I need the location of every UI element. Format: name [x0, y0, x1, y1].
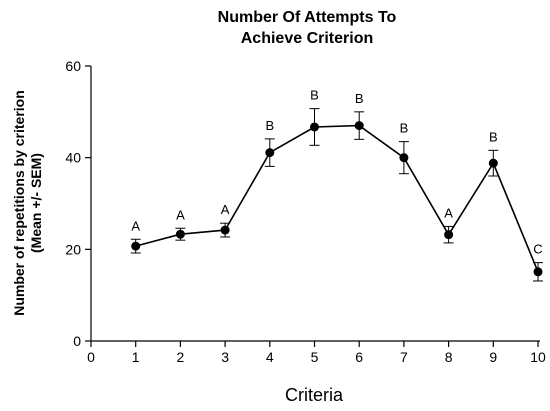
x-tick-label: 4: [266, 349, 274, 365]
x-ticks: 0 1 2 3 4 5 6 7 8 9 10: [87, 341, 546, 365]
data-point: [488, 158, 498, 168]
data-point: [175, 229, 185, 239]
series-line: [135, 124, 539, 273]
y-tick-label: 40: [65, 150, 81, 166]
x-tick-label: 2: [177, 349, 185, 365]
significance-label: B: [355, 91, 364, 106]
data-point: [220, 225, 230, 235]
data-point: [444, 230, 454, 240]
significance-label: A: [221, 202, 230, 217]
x-tick-label: 7: [400, 349, 408, 365]
significance-label: C: [533, 242, 542, 257]
data-point: [354, 121, 364, 131]
x-tick-label: 6: [355, 349, 363, 365]
significance-label: A: [131, 218, 140, 233]
y-axis-label-line-1: Number of repetitions by criterion: [11, 90, 27, 316]
chart-title-line-1: Number Of Attempts To: [218, 9, 397, 26]
x-tick-label: 3: [221, 349, 229, 365]
chart-title-line-2: Achieve Criterion: [241, 30, 373, 47]
data-point: [533, 267, 543, 277]
y-tick-label: 0: [73, 333, 81, 349]
plot-area: A A A B B B B A B C: [130, 88, 543, 282]
significance-label: A: [176, 207, 185, 222]
significance-label: A: [444, 205, 453, 220]
significance-label: B: [310, 88, 319, 103]
x-tick-label: 0: [87, 349, 95, 365]
significance-label: B: [400, 121, 409, 136]
significance-label: B: [265, 118, 274, 133]
y-axis-label-line-2: (Mean +/- SEM): [28, 153, 44, 253]
x-tick-label: 1: [132, 349, 140, 365]
data-point: [310, 122, 319, 132]
x-tick-label: 8: [445, 349, 453, 365]
significance-label: B: [489, 129, 498, 144]
data-point: [265, 148, 275, 158]
data-point: [131, 241, 141, 251]
x-tick-label: 10: [530, 349, 546, 365]
y-ticks: 0 20 40 60: [65, 58, 91, 349]
y-tick-label: 60: [65, 58, 81, 74]
x-tick-label: 9: [489, 349, 497, 365]
x-tick-label: 5: [311, 349, 319, 365]
data-point: [399, 153, 409, 163]
x-axis-label: Criteria: [285, 385, 344, 405]
y-tick-label: 20: [65, 241, 81, 257]
